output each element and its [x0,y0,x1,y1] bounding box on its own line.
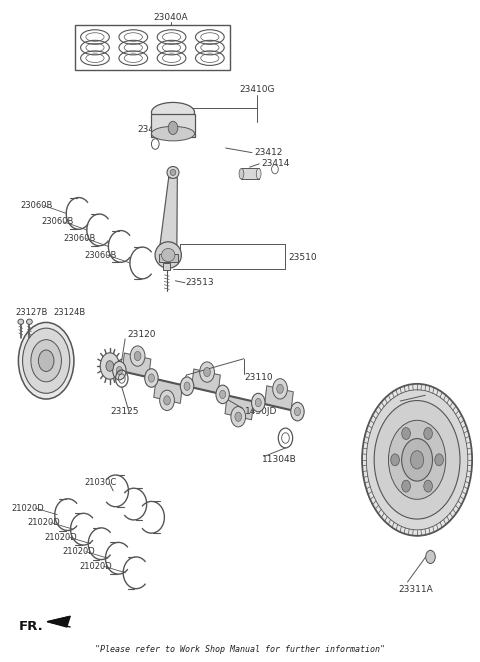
Text: 23260: 23260 [403,393,431,402]
Text: 23127B: 23127B [15,308,48,317]
Circle shape [31,340,61,382]
Circle shape [366,390,468,530]
Text: 23510: 23510 [288,252,316,261]
Polygon shape [154,379,182,403]
Ellipse shape [26,319,32,324]
Ellipse shape [18,319,24,324]
Circle shape [106,361,114,371]
Text: 21020D: 21020D [45,533,77,542]
Polygon shape [159,177,177,248]
Text: 21030C: 21030C [84,479,117,487]
Ellipse shape [167,167,179,178]
Text: 23120: 23120 [128,330,156,339]
Circle shape [38,350,54,371]
Text: 23412: 23412 [254,148,283,157]
Ellipse shape [152,126,194,141]
Circle shape [113,361,126,380]
Circle shape [200,362,215,382]
Bar [152,115,194,137]
Circle shape [424,428,432,440]
Circle shape [402,438,432,481]
Bar [241,169,259,179]
Ellipse shape [256,169,261,179]
Circle shape [18,322,74,399]
Circle shape [276,384,283,393]
Ellipse shape [170,169,176,175]
Circle shape [391,454,399,466]
Circle shape [435,454,444,466]
Polygon shape [264,386,293,410]
Circle shape [204,367,210,377]
Text: 23513: 23513 [185,278,214,287]
Text: 11304B: 11304B [262,455,296,464]
Circle shape [294,407,300,416]
Text: 23060B: 23060B [63,234,96,243]
Text: 23414: 23414 [137,125,166,134]
Text: 23125: 23125 [111,407,139,416]
Text: 21020D: 21020D [80,561,112,571]
Ellipse shape [239,169,244,179]
Text: 21020D: 21020D [62,547,95,556]
Text: "Please refer to Work Shop Manual for further information": "Please refer to Work Shop Manual for fu… [95,645,385,654]
Text: 21020D: 21020D [11,504,44,512]
Text: 23414: 23414 [262,160,290,168]
Circle shape [100,353,120,379]
Text: 23060B: 23060B [41,218,74,226]
Text: 23124B: 23124B [53,308,85,317]
Bar [163,263,170,269]
Text: 1430JD: 1430JD [245,407,277,416]
Text: 23110: 23110 [245,373,274,382]
Text: 23060B: 23060B [84,250,117,260]
Circle shape [231,406,246,427]
Circle shape [184,382,190,391]
Circle shape [252,393,265,412]
Circle shape [220,390,226,399]
Circle shape [145,369,158,387]
Bar [158,254,178,261]
Text: 23040A: 23040A [153,13,188,22]
Ellipse shape [161,248,175,261]
Text: 23311A: 23311A [398,585,432,594]
Text: 23060B: 23060B [21,201,53,210]
Circle shape [134,352,141,361]
Circle shape [160,390,174,410]
Polygon shape [225,395,253,420]
Polygon shape [192,369,220,393]
Circle shape [168,121,178,134]
Circle shape [130,346,145,366]
Circle shape [291,402,304,421]
Circle shape [235,412,241,421]
Polygon shape [48,616,70,627]
Circle shape [164,396,170,405]
Circle shape [402,428,410,440]
Circle shape [180,377,194,395]
Circle shape [23,328,70,393]
Circle shape [362,384,472,536]
Text: 23410G: 23410G [239,85,275,95]
Circle shape [148,374,155,382]
Circle shape [424,480,432,492]
Text: FR.: FR. [19,620,44,634]
Circle shape [374,401,460,519]
Circle shape [388,420,446,499]
Circle shape [273,379,288,399]
Circle shape [426,550,435,563]
Circle shape [116,367,122,375]
Circle shape [402,480,410,492]
Bar [75,25,230,70]
Circle shape [410,451,424,469]
Ellipse shape [152,103,194,122]
Text: 21020D: 21020D [27,518,60,527]
Circle shape [216,385,229,404]
Circle shape [255,399,261,406]
Polygon shape [122,353,151,377]
Ellipse shape [155,242,181,268]
